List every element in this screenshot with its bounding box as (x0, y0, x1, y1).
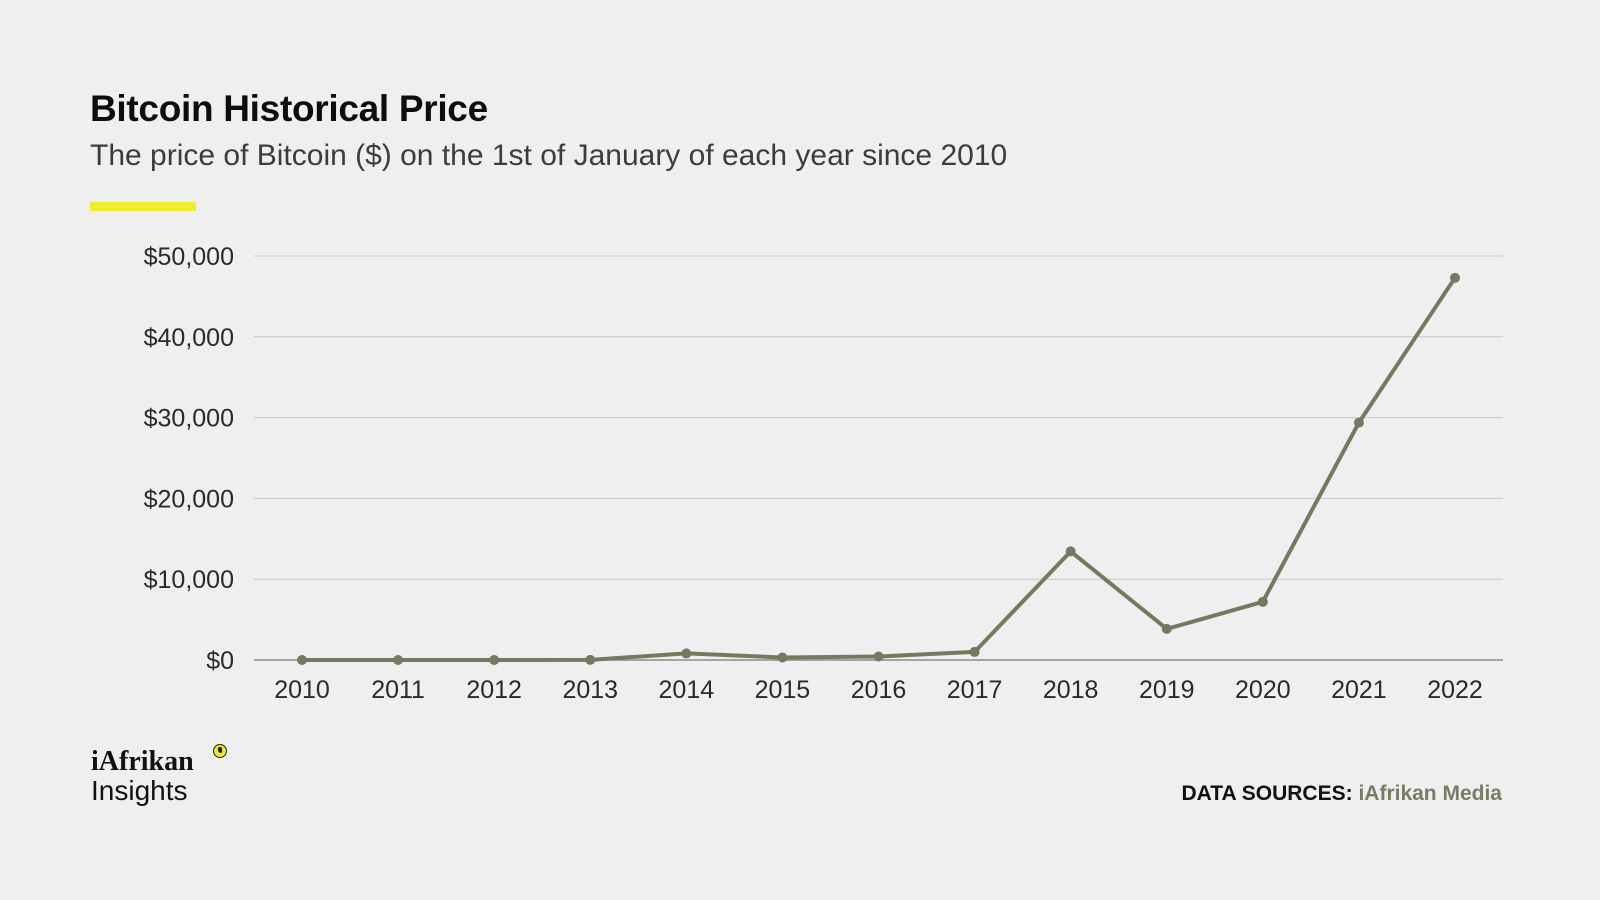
page-subtitle: The price of Bitcoin ($) on the 1st of J… (90, 139, 1008, 172)
africa-globe-icon (213, 744, 227, 758)
y-tick-label: $0 (206, 647, 234, 675)
x-axis-tick-labels: 2010 2011 2012 2013 2014 2015 2016 2017 2018 2019… (274, 676, 1483, 704)
data-point (1450, 272, 1460, 283)
brand-logo: iAfrikan Insights (91, 744, 241, 808)
data-point (681, 648, 692, 659)
y-axis-tick-labels: $0 $10,000 $20,000 $30,000 $40,000 $50,000 (144, 243, 234, 675)
y-tick-label: $30,000 (144, 405, 234, 433)
x-tick-label: 2016 (851, 676, 907, 704)
data-point (1065, 546, 1076, 557)
x-tick-label: 2010 (274, 676, 330, 704)
x-tick-label: 2015 (755, 676, 811, 704)
page-title: Bitcoin Historical Price (90, 88, 488, 129)
accent-bar (90, 202, 196, 211)
x-tick-label: 2021 (1331, 676, 1387, 704)
data-sources: DATA SOURCES: iAfrikan Media (1182, 782, 1503, 806)
data-point (1257, 596, 1268, 607)
y-tick-label: $50,000 (144, 243, 234, 271)
x-tick-label: 2019 (1139, 676, 1195, 704)
x-tick-label: 2014 (659, 676, 715, 704)
logo-subtitle: Insights (91, 775, 188, 806)
data-point (969, 646, 980, 657)
x-tick-label: 2017 (947, 676, 1003, 704)
data-sources-value: iAfrikan Media (1358, 782, 1502, 805)
data-sources-label: DATA SOURCES: (1181, 782, 1353, 805)
data-point (489, 654, 500, 665)
data-point (873, 651, 884, 662)
x-tick-label: 2012 (466, 676, 522, 704)
data-point (297, 655, 307, 665)
x-tick-label: 2022 (1427, 676, 1483, 704)
logo-wordmark: iAfrikan (91, 746, 194, 777)
data-point (1161, 623, 1172, 634)
x-tick-label: 2018 (1043, 676, 1099, 704)
data-point (393, 654, 404, 665)
x-tick-label: 2020 (1235, 676, 1291, 704)
series-line (300, 275, 1457, 662)
data-point (777, 652, 788, 663)
y-tick-label: $20,000 (144, 485, 234, 513)
grid-lines (254, 255, 1503, 661)
x-tick-label: 2011 (371, 676, 425, 704)
x-tick-label: 2013 (562, 676, 618, 704)
y-tick-label: $40,000 (144, 324, 234, 352)
price-points (297, 272, 1460, 665)
price-series (300, 275, 1457, 662)
y-tick-label: $10,000 (144, 566, 234, 594)
data-point (585, 654, 596, 665)
data-point (1353, 417, 1364, 428)
